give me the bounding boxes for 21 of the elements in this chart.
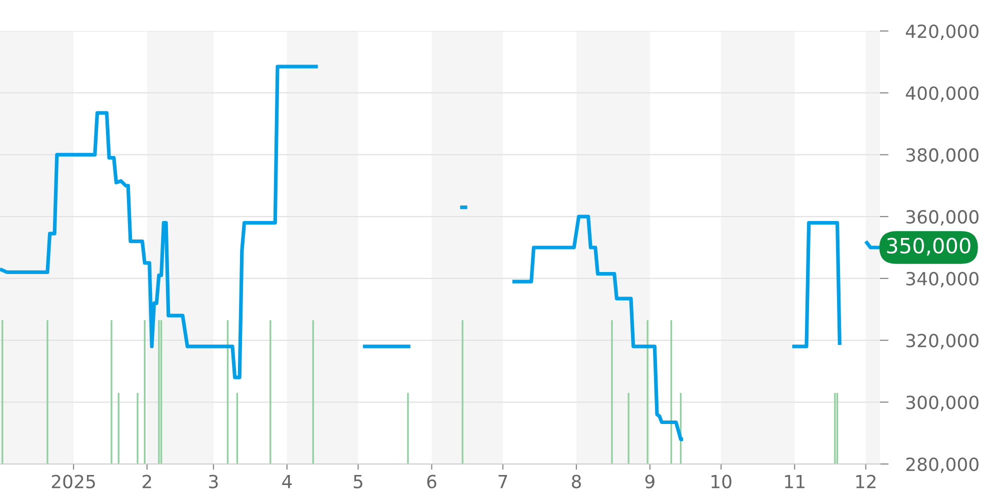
y-tick-label: 280,000	[906, 457, 978, 473]
y-tick-label: 300,000	[906, 396, 978, 412]
x-tick-label: 12	[856, 474, 876, 488]
x-tick-label: 8	[572, 474, 581, 488]
y-tick-label: 420,000	[906, 24, 978, 40]
x-tick-label: 4	[282, 474, 292, 488]
x-tick-label: 2	[142, 474, 151, 488]
x-tick-label: 9	[645, 474, 654, 488]
x-tick-label: 7	[498, 474, 508, 488]
x-tick-label: 3	[209, 474, 218, 488]
x-tick-label: 11	[785, 474, 804, 488]
x-tick-label: 2025	[52, 474, 95, 488]
annotation: 350,000	[887, 238, 970, 256]
y-tick-label: 340,000	[906, 272, 978, 288]
x-tick-label: 10	[712, 474, 732, 488]
y-tick-label: 360,000	[906, 210, 978, 226]
y-tick-label: 400,000	[906, 86, 978, 102]
x-tick-label: 6	[427, 474, 436, 488]
x-tick-label: 5	[354, 474, 362, 488]
y-tick-label: 380,000	[906, 148, 978, 164]
y-tick-label: 320,000	[906, 334, 978, 350]
